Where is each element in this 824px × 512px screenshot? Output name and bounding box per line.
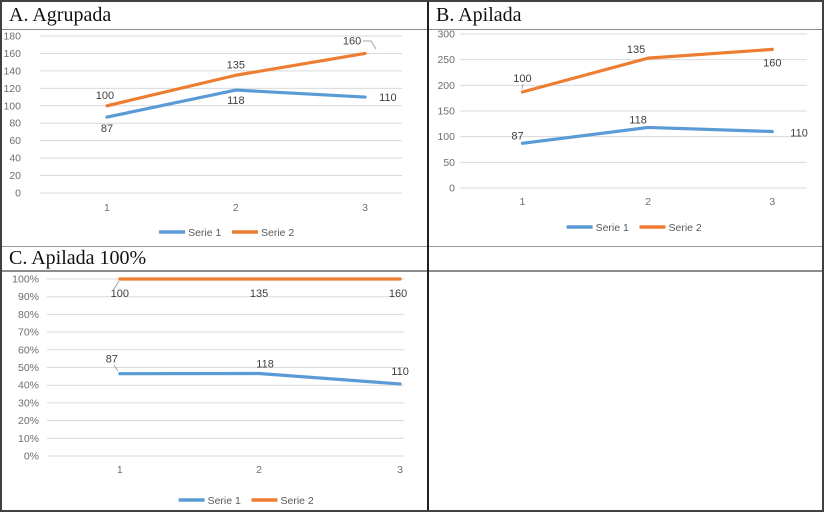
svg-text:135: 135	[627, 44, 645, 56]
svg-text:80: 80	[9, 118, 21, 130]
svg-text:80%: 80%	[18, 309, 39, 321]
svg-text:110: 110	[379, 92, 397, 104]
svg-text:100: 100	[3, 100, 21, 112]
line-chart-apilada-100: 0% 10% 20% 30% 40% 50% 60% 70% 80% 90% 100% 1 2 3 87 11…	[12, 274, 409, 507]
left-column: A. Agrupada 0 20 40 60 80 100 120 140 160 180 1 2 3 8…	[2, 2, 427, 510]
svg-text:0: 0	[449, 183, 455, 195]
svg-text:3: 3	[397, 464, 403, 476]
svg-text:3: 3	[362, 202, 368, 214]
panel-c-chart-cell: 0% 10% 20% 30% 40% 50% 60% 70% 80% 90% 100% 1 2 3 87 11…	[2, 272, 427, 510]
svg-text:40%: 40%	[18, 380, 39, 392]
svg-text:110: 110	[790, 128, 808, 140]
svg-text:160: 160	[763, 57, 781, 69]
svg-text:1: 1	[117, 464, 123, 476]
svg-text:100: 100	[513, 73, 531, 85]
svg-text:100%: 100%	[12, 274, 39, 286]
panel-b-chart-cell: 0 50 100 150 200 250 300 1 2 3 87 118 110 100 135 160 Se…	[429, 30, 822, 247]
svg-text:0%: 0%	[24, 451, 39, 463]
svg-text:100: 100	[96, 90, 114, 102]
svg-text:10%: 10%	[18, 433, 39, 445]
panel-b-title-text: B. Apilada	[436, 4, 522, 26]
svg-text:Serie 2: Serie 2	[669, 222, 702, 234]
panel-c-title: C. Apilada 100%	[2, 247, 427, 272]
svg-text:160: 160	[343, 35, 361, 47]
svg-text:87: 87	[106, 354, 118, 366]
svg-text:135: 135	[250, 288, 268, 300]
svg-text:100: 100	[111, 288, 129, 300]
empty-row-cell	[429, 247, 822, 272]
right-column: B. Apilada 0 50 100 150 200 250 300 1 2 3 87 118 110…	[427, 2, 822, 510]
svg-text:20: 20	[9, 170, 21, 182]
svg-text:120: 120	[3, 83, 21, 95]
svg-text:200: 200	[437, 80, 455, 92]
svg-text:3: 3	[769, 196, 775, 208]
svg-text:140: 140	[3, 65, 21, 77]
line-chart-apilada: 0 50 100 150 200 250 300 1 2 3 87 118 110 100 135 160 Se…	[437, 30, 808, 234]
panel-a-chart-cell: 0 20 40 60 80 100 120 140 160 180 1 2 3 87 118 110 100 13…	[2, 30, 427, 247]
svg-text:160: 160	[3, 48, 21, 60]
svg-text:60%: 60%	[18, 344, 39, 356]
svg-text:110: 110	[391, 366, 409, 378]
svg-text:87: 87	[511, 130, 523, 142]
panel-a-title: A. Agrupada	[2, 2, 427, 30]
empty-bottom-cell	[429, 272, 822, 510]
svg-text:90%: 90%	[18, 291, 39, 303]
svg-text:118: 118	[629, 114, 647, 126]
svg-text:1: 1	[520, 196, 526, 208]
svg-text:135: 135	[227, 59, 245, 71]
panel-c-title-text: C. Apilada 100%	[9, 247, 147, 269]
svg-text:118: 118	[256, 359, 274, 371]
svg-text:300: 300	[437, 30, 455, 41]
svg-text:40: 40	[9, 153, 21, 165]
svg-text:87: 87	[101, 123, 113, 135]
svg-text:50%: 50%	[18, 362, 39, 374]
svg-text:Serie 1: Serie 1	[208, 495, 241, 507]
line-chart-agrupada: 0 20 40 60 80 100 120 140 160 180 1 2 3 87 118 110 100 13…	[3, 31, 402, 239]
svg-text:1: 1	[104, 202, 110, 214]
svg-text:2: 2	[256, 464, 262, 476]
svg-text:118: 118	[227, 95, 245, 107]
svg-text:Serie 2: Serie 2	[261, 227, 294, 239]
svg-text:Serie 1: Serie 1	[596, 222, 629, 234]
svg-text:Serie 1: Serie 1	[188, 227, 221, 239]
svg-text:Serie 2: Serie 2	[281, 495, 314, 507]
svg-text:160: 160	[389, 288, 407, 300]
svg-text:180: 180	[3, 31, 21, 43]
svg-text:60: 60	[9, 135, 21, 147]
panel-b-title: B. Apilada	[429, 2, 822, 30]
svg-text:20%: 20%	[18, 415, 39, 427]
svg-text:2: 2	[645, 196, 651, 208]
svg-text:150: 150	[437, 106, 455, 118]
svg-text:250: 250	[437, 54, 455, 66]
svg-text:50: 50	[443, 157, 455, 169]
panel-a-title-text: A. Agrupada	[9, 4, 112, 26]
svg-text:2: 2	[233, 202, 239, 214]
svg-text:100: 100	[437, 131, 455, 143]
svg-text:30%: 30%	[18, 397, 39, 409]
svg-text:0: 0	[15, 188, 21, 200]
svg-text:70%: 70%	[18, 327, 39, 339]
